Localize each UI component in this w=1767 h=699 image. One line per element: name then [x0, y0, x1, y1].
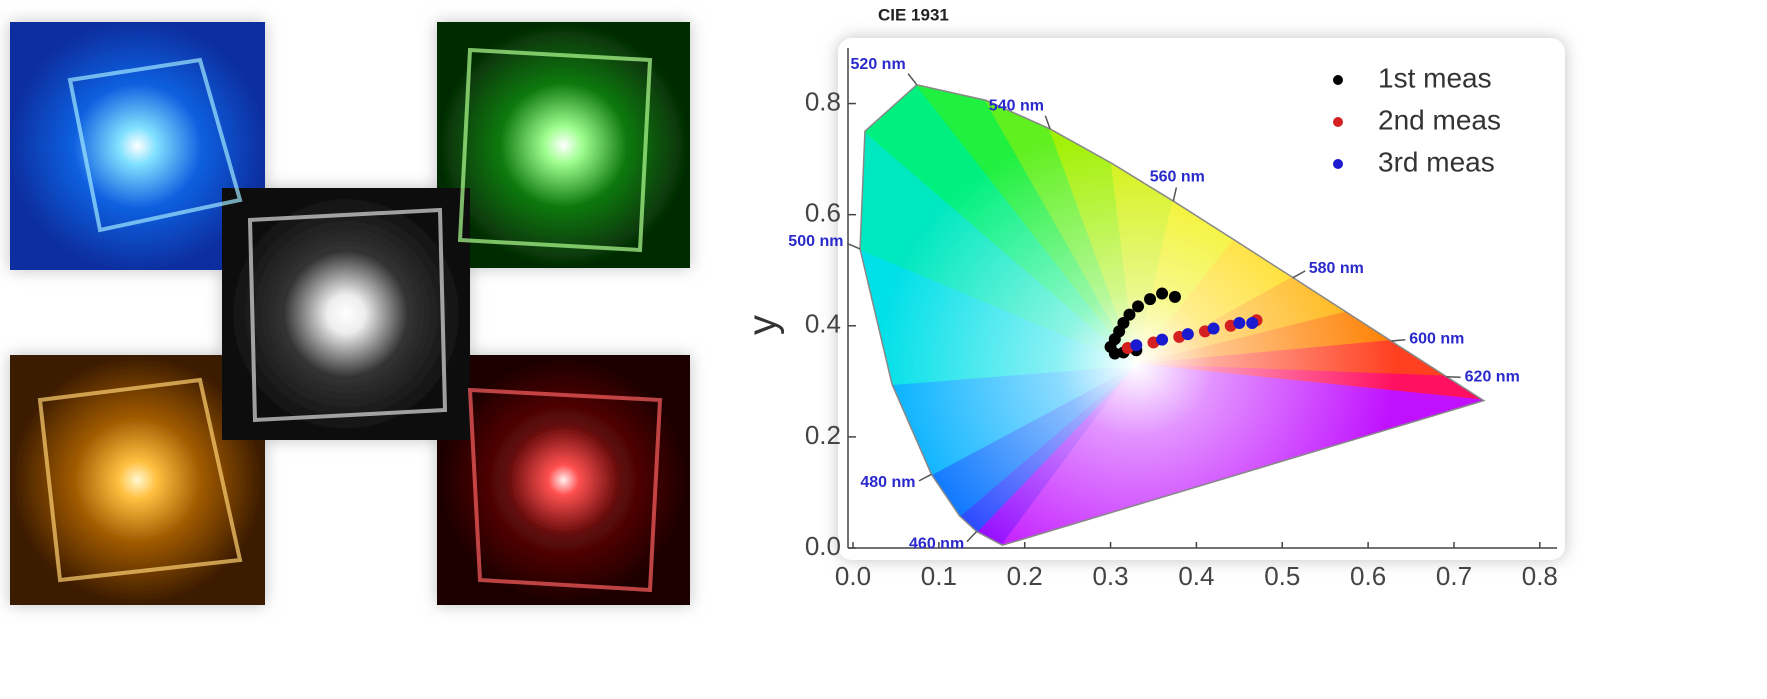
wavelength-label: 620 nm: [1465, 369, 1520, 386]
data-point: [1132, 300, 1144, 312]
wavelength-label: 500 nm: [788, 233, 843, 250]
x-tick-label: 0.1: [921, 561, 957, 591]
wavelength-label: 460 nm: [909, 536, 964, 553]
x-tick-label: 0.5: [1264, 561, 1300, 591]
y-axis-label: y: [741, 315, 785, 335]
legend-marker: [1333, 75, 1343, 85]
data-point: [1208, 323, 1220, 335]
x-tick-label: 0.7: [1436, 561, 1472, 591]
photo-white: [222, 188, 470, 440]
data-point: [1144, 293, 1156, 305]
data-point: [1169, 291, 1181, 303]
x-tick-label: 0.0: [835, 561, 871, 591]
data-point: [1123, 309, 1135, 321]
legend-marker: [1333, 159, 1343, 169]
wavelength-label: 580 nm: [1309, 260, 1364, 277]
data-point: [1182, 328, 1194, 340]
data-point: [1233, 317, 1245, 329]
wavelength-label: 520 nm: [851, 56, 906, 73]
wavelength-label: 540 nm: [989, 97, 1044, 114]
wavelength-label: 560 nm: [1150, 169, 1205, 186]
wavelength-tick: [1447, 377, 1461, 378]
y-tick-label: 0.8: [805, 86, 841, 116]
y-tick-label: 0.4: [805, 309, 841, 339]
data-point: [1156, 334, 1168, 346]
data-point: [1156, 288, 1168, 300]
legend-label: 2nd meas: [1378, 104, 1501, 135]
x-tick-label: 0.8: [1522, 561, 1558, 591]
y-tick-label: 0.0: [805, 531, 841, 561]
data-point: [1246, 317, 1258, 329]
x-tick-label: 0.3: [1092, 561, 1128, 591]
legend-label: 1st meas: [1378, 62, 1492, 93]
wavelength-label: 600 nm: [1409, 331, 1464, 348]
y-tick-label: 0.6: [805, 198, 841, 228]
chart-title: CIE 1931: [878, 5, 949, 24]
x-tick-label: 0.4: [1178, 561, 1214, 591]
figure: CIE 1931 y 0.0 0.1 0.2 0.3 0.4 0.5 0.6 0.7 0.8 0.…: [0, 0, 1767, 699]
legend-label: 3rd meas: [1378, 146, 1495, 177]
wavelength-label: 480 nm: [860, 474, 915, 491]
photos: [10, 22, 690, 605]
y-tick-label: 0.2: [805, 420, 841, 450]
legend-marker: [1333, 117, 1343, 127]
x-tick-label: 0.6: [1350, 561, 1386, 591]
data-point: [1130, 339, 1142, 351]
x-tick-label: 0.2: [1007, 561, 1043, 591]
